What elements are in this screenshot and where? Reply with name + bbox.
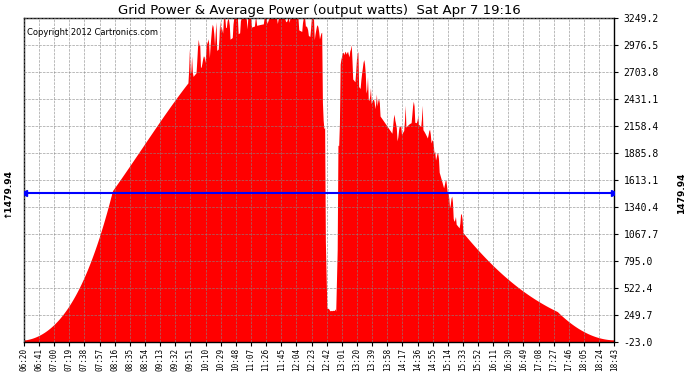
Title: Grid Power & Average Power (output watts)  Sat Apr 7 19:16: Grid Power & Average Power (output watts…	[118, 4, 520, 17]
Text: 1479.94: 1479.94	[677, 172, 686, 214]
Text: Copyright 2012 Cartronics.com: Copyright 2012 Cartronics.com	[27, 28, 158, 37]
Text: ↑1479.94: ↑1479.94	[3, 169, 12, 218]
